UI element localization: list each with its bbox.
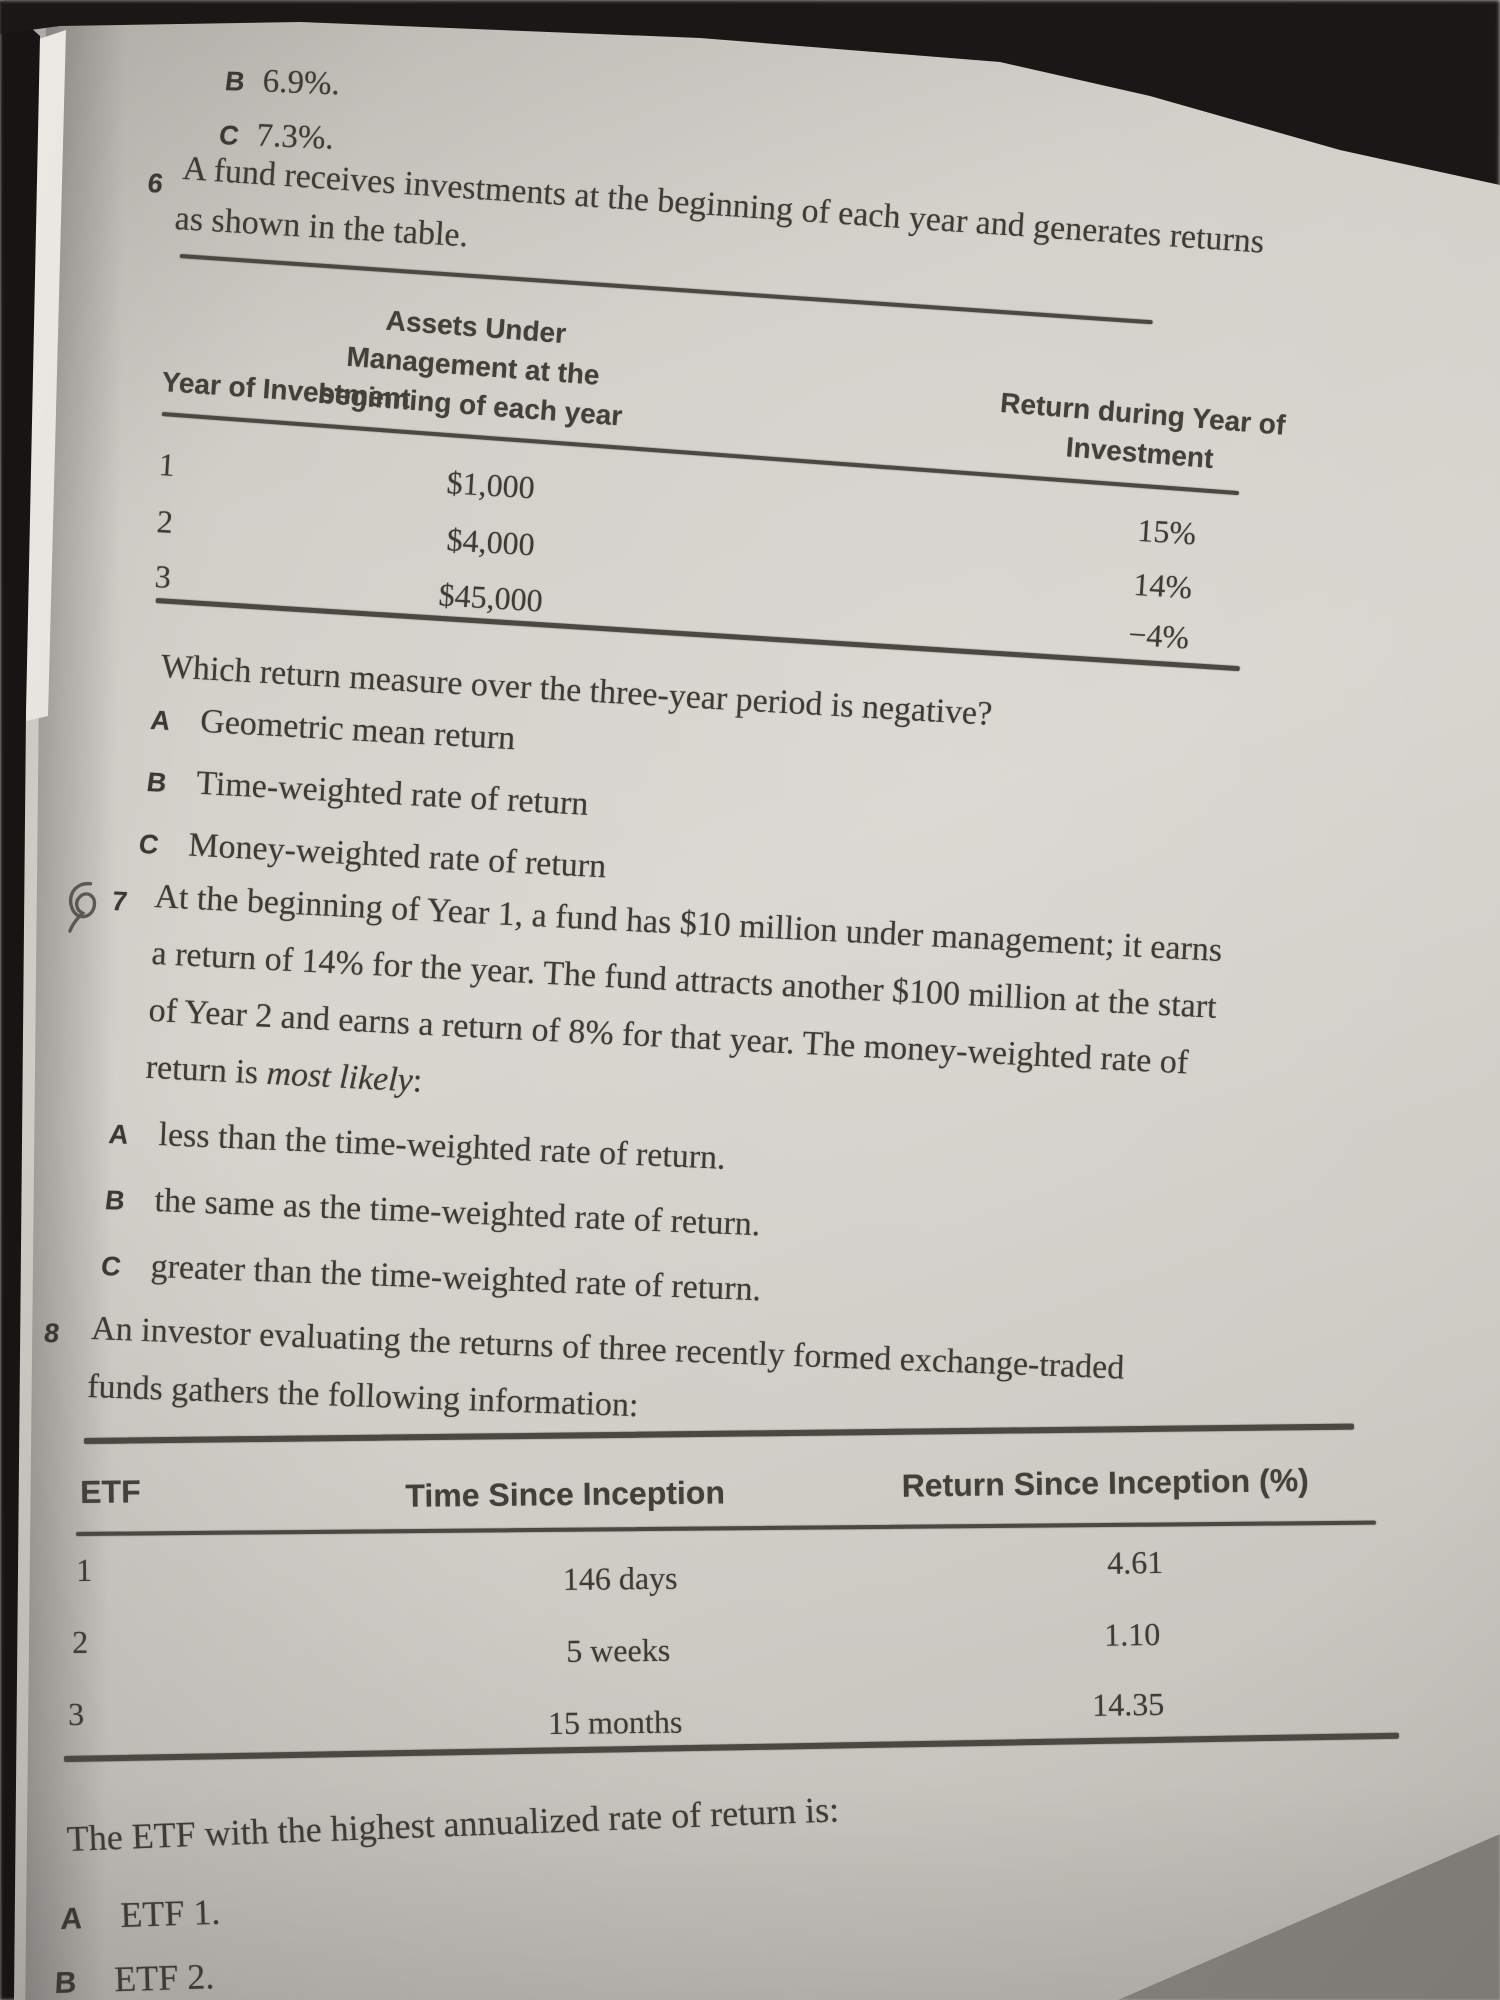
table2-row1-etf: 1 bbox=[76, 1551, 93, 1588]
table1-row1-year: 1 bbox=[157, 446, 176, 483]
option-text: 7.3%. bbox=[255, 117, 335, 157]
table2-col3-header: Return Since Inception (%) bbox=[901, 1462, 1310, 1504]
q6-option-a: A Geometric mean return bbox=[148, 700, 517, 758]
table2-top-rule bbox=[84, 1423, 1354, 1444]
stem-line4-post: : bbox=[411, 1062, 424, 1100]
table2-col2-header: Time Since Inception bbox=[405, 1474, 726, 1514]
question-8-number: 8 bbox=[42, 1318, 62, 1349]
table1-col2-header: Assets Under Management at the beginning… bbox=[289, 294, 657, 438]
option-text: less than the time-weighted rate of retu… bbox=[157, 1116, 727, 1177]
question-7-stem: At the beginning of Year 1, a fund has $… bbox=[144, 868, 1223, 1150]
stem-line4-italic: most likely bbox=[265, 1054, 414, 1100]
option-text: ETF 1. bbox=[119, 1891, 221, 1935]
q7-option-a: A less than the time-weighted rate of re… bbox=[107, 1114, 727, 1178]
question-6-stem-line2: as shown in the table. bbox=[173, 200, 470, 255]
option-letter: C bbox=[99, 1251, 123, 1282]
option-letter: A bbox=[107, 1119, 131, 1150]
option-text: ETF 2. bbox=[113, 1956, 215, 2000]
question-7-number: 7 bbox=[109, 886, 130, 917]
table1-row2-aum: $4,000 bbox=[445, 521, 536, 563]
q7-option-c: C greater than the time-weighted rate of… bbox=[99, 1246, 762, 1309]
q7-option-b: B the same as the time-weighted rate of … bbox=[103, 1180, 762, 1244]
table2-header-rule bbox=[76, 1520, 1376, 1536]
question-8-text: The ETF with the highest annualized rate… bbox=[66, 1789, 840, 1859]
q8-option-b: B ETF 2. bbox=[54, 1955, 215, 2000]
option-text: 6.9%. bbox=[262, 63, 341, 103]
table1-row3-year: 3 bbox=[153, 558, 172, 595]
question-6-number: 6 bbox=[145, 168, 166, 199]
table1-col3-header: Return during Year of Investment bbox=[959, 380, 1324, 487]
option-letter: A bbox=[59, 1902, 84, 1937]
option-text: the same as the time-weighted rate of re… bbox=[153, 1181, 762, 1244]
table1-row2-year: 2 bbox=[155, 503, 174, 540]
option-letter: C bbox=[217, 120, 241, 151]
table2-row2-etf: 2 bbox=[72, 1623, 89, 1660]
option-letter: A bbox=[148, 705, 173, 736]
table1-row1-aum: $1,000 bbox=[445, 464, 536, 506]
prior-option-c: C 7.3%. bbox=[217, 116, 335, 158]
option-letter: B bbox=[144, 767, 169, 798]
q6-option-b: B Time-weighted rate of return bbox=[144, 762, 590, 824]
table1-row1-return: 15% bbox=[1136, 511, 1198, 552]
table1-row3-return: −4% bbox=[1127, 615, 1191, 656]
handwritten-loop-mark-icon bbox=[68, 882, 97, 933]
option-text: greater than the time-weighted rate of r… bbox=[150, 1247, 762, 1309]
question-8-stem-line2: funds gathers the following information: bbox=[86, 1368, 640, 1425]
table2-row3-etf: 3 bbox=[68, 1695, 85, 1732]
table2-row3-return: 14.35 bbox=[1091, 1685, 1165, 1723]
table2-row1-return: 4.61 bbox=[1106, 1543, 1164, 1581]
stem-line4-pre: return is bbox=[144, 1048, 268, 1092]
option-letter: B bbox=[223, 66, 247, 97]
table2-row3-time: 15 months bbox=[547, 1703, 683, 1742]
prior-option-b: B 6.9%. bbox=[223, 62, 341, 103]
table2-row1-time: 146 days bbox=[562, 1559, 678, 1597]
option-letter: C bbox=[136, 829, 161, 860]
table2-row2-time: 5 weeks bbox=[566, 1631, 671, 1669]
table2-row2-return: 1.10 bbox=[1103, 1615, 1161, 1653]
q8-option-a: A ETF 1. bbox=[60, 1891, 221, 1938]
option-text: Time-weighted rate of return bbox=[195, 764, 590, 823]
option-text: Geometric mean return bbox=[199, 702, 517, 758]
option-letter: B bbox=[53, 1966, 78, 2000]
option-letter: B bbox=[103, 1185, 127, 1216]
table1-row2-return: 14% bbox=[1132, 565, 1194, 606]
table2-col1-header: ETF bbox=[80, 1473, 141, 1510]
